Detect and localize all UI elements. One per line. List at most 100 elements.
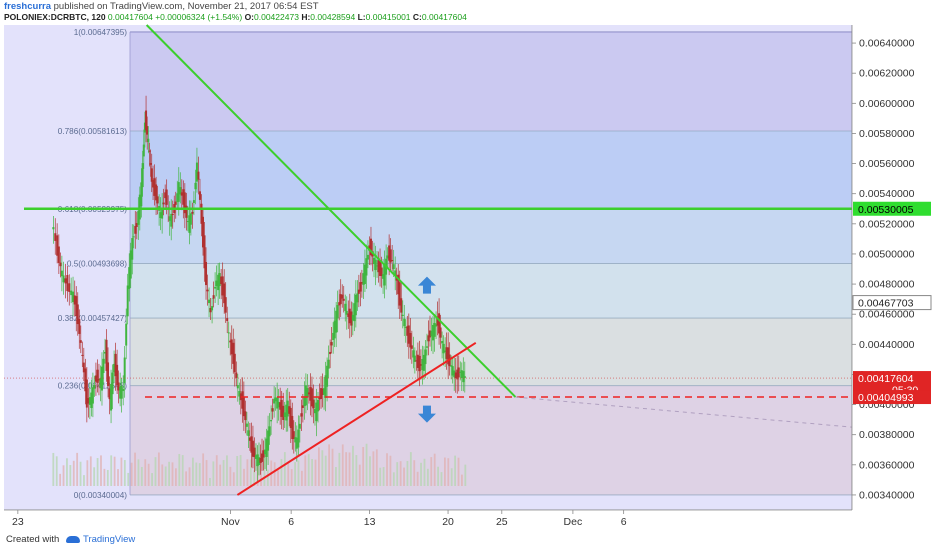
volume-bar [331,448,334,486]
volume-bar [338,452,341,486]
y-tick-label: 0.00620000 [859,68,915,80]
candle-body [436,316,439,326]
candle-body [60,270,63,277]
price-tag [853,390,931,405]
volume-bar [348,452,351,486]
candle-body [189,213,192,225]
candle-body [177,182,180,202]
candle-body [463,376,466,378]
candle-body [152,180,155,188]
candle-body [146,126,149,135]
fib-zone [130,318,852,386]
y-axis-panel [852,0,932,530]
volume-bar [430,457,433,486]
candle-body [277,401,280,408]
candle-body [359,282,362,292]
candle-body [174,201,177,205]
candle-body [373,257,376,265]
volume-bar [416,471,419,486]
volume-bar [147,463,150,486]
y-tick-label: 0.00500000 [859,248,915,260]
symbol-label: POLONIEX:DCRBTC, 120 [4,12,106,22]
candle-body [432,324,435,341]
candle-body [186,221,189,223]
candle-body [406,326,409,336]
volume-bar [253,470,256,486]
fib-zone [130,263,852,319]
candle-body [131,238,134,260]
volume-bar [379,467,382,486]
high-label: H: [301,12,311,22]
candle-body [454,372,457,379]
open-value: 0.00422473 [254,12,299,22]
volume-bar [89,456,92,486]
candle-body [309,387,312,401]
candle-body [424,349,427,365]
candle-body [451,366,454,376]
candle-body [87,398,90,404]
volume-bar [185,471,188,486]
candle-body [72,291,75,303]
volume-bar [178,453,181,486]
candle-body [123,357,126,384]
volume-bar [399,461,402,486]
author-link[interactable]: freshcurra [4,1,51,12]
candle-body [350,311,353,326]
candle-body [143,122,146,133]
x-tick-label: 13 [364,516,376,528]
volume-bar [382,467,385,486]
candle-body [183,192,186,214]
fib-label: 0.5(0.00493698) [67,259,127,268]
candle-body [84,368,87,392]
candle-body [282,405,285,421]
x-tick-label: Dec [564,516,583,528]
candle-body [315,402,318,422]
candle-body [401,314,404,316]
candle-body [342,298,345,301]
candle-body [459,371,462,373]
descending-trendline [145,24,517,398]
candle-body [104,352,107,354]
candle-body [289,407,292,428]
candle-body [211,306,214,311]
volume-bar [212,461,215,486]
y-tick-label: 0.00340000 [859,489,915,501]
tradingview-logo[interactable]: TradingView [66,534,135,545]
candle-body [338,302,341,306]
candle-body [362,273,365,285]
x-tick-label: 23 [12,516,24,528]
candle-body [341,294,344,299]
candle-body [310,388,313,407]
candle-body [318,397,321,400]
candle-body [185,205,188,218]
candle-body [164,192,167,199]
price-chart[interactable]: 1(0.00647395)0.786(0.00581613)0.618(0.00… [0,0,932,530]
volume-bar [134,452,136,486]
candle-body [264,449,267,455]
candle-body [363,264,366,284]
volume-bar [62,465,65,486]
candle-body [247,430,250,436]
candle-body [347,313,350,318]
candle-body [257,457,260,465]
volume-bar [328,444,331,486]
price-tag [852,295,932,311]
volume-bar [123,460,126,486]
candle-body [227,332,230,334]
fib-label: 0.786(0.00581613) [58,127,127,136]
candle-body [134,226,137,234]
candle-body [215,280,218,287]
candle-body [147,138,150,142]
candle-body [218,273,221,287]
candle-body [285,404,288,421]
candle-body [111,372,114,395]
candle-body [307,392,310,395]
candle-body [427,335,430,342]
candle-body [386,255,389,259]
volume-bar [263,457,266,486]
volume-bar [386,453,388,486]
candle-body [415,360,418,362]
candle-body [129,250,132,279]
candle-body [171,214,174,216]
volume-bar [420,462,422,486]
